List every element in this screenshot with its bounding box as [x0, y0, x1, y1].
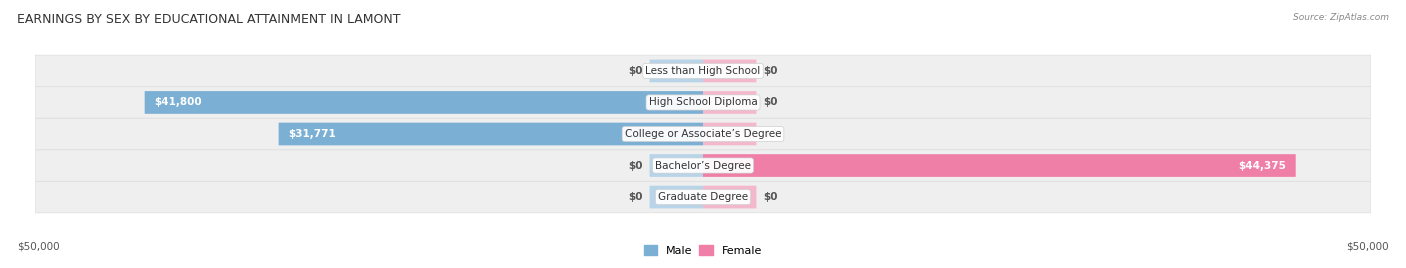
Text: Bachelor’s Degree: Bachelor’s Degree: [655, 161, 751, 170]
Text: High School Diploma: High School Diploma: [648, 98, 758, 107]
Text: $0: $0: [763, 66, 778, 76]
Text: Less than High School: Less than High School: [645, 66, 761, 76]
Text: $41,800: $41,800: [155, 98, 202, 107]
Text: College or Associate’s Degree: College or Associate’s Degree: [624, 129, 782, 139]
FancyBboxPatch shape: [145, 91, 703, 114]
Text: $50,000: $50,000: [1347, 242, 1389, 252]
FancyBboxPatch shape: [703, 91, 756, 114]
FancyBboxPatch shape: [650, 59, 703, 82]
Text: $0: $0: [628, 66, 643, 76]
FancyBboxPatch shape: [703, 59, 756, 82]
Text: EARNINGS BY SEX BY EDUCATIONAL ATTAINMENT IN LAMONT: EARNINGS BY SEX BY EDUCATIONAL ATTAINMEN…: [17, 13, 401, 27]
Text: Graduate Degree: Graduate Degree: [658, 192, 748, 202]
Text: $31,771: $31,771: [288, 129, 336, 139]
Legend: Male, Female: Male, Female: [640, 241, 766, 260]
FancyBboxPatch shape: [703, 154, 1296, 177]
Text: $0: $0: [763, 98, 778, 107]
Text: $0: $0: [628, 161, 643, 170]
Text: $0: $0: [763, 192, 778, 202]
FancyBboxPatch shape: [35, 87, 1371, 118]
FancyBboxPatch shape: [703, 186, 756, 209]
FancyBboxPatch shape: [35, 118, 1371, 150]
FancyBboxPatch shape: [278, 123, 703, 145]
FancyBboxPatch shape: [35, 150, 1371, 181]
Text: $44,375: $44,375: [1237, 161, 1285, 170]
FancyBboxPatch shape: [703, 123, 756, 145]
FancyBboxPatch shape: [650, 154, 703, 177]
Text: $0: $0: [763, 129, 778, 139]
FancyBboxPatch shape: [650, 186, 703, 209]
FancyBboxPatch shape: [35, 181, 1371, 213]
Text: $0: $0: [628, 192, 643, 202]
FancyBboxPatch shape: [35, 55, 1371, 87]
Text: Source: ZipAtlas.com: Source: ZipAtlas.com: [1294, 13, 1389, 23]
Text: $50,000: $50,000: [17, 242, 59, 252]
